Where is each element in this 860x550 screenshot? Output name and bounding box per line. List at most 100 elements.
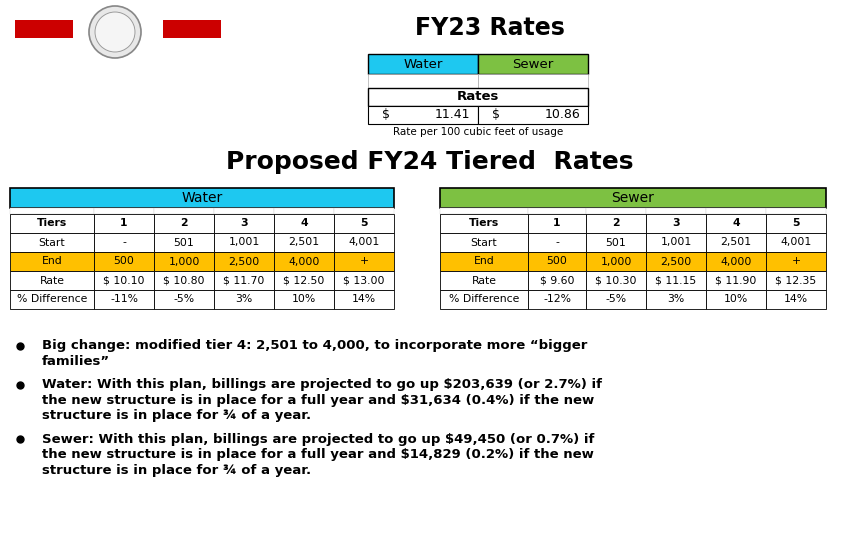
Text: Rate: Rate [40,276,64,285]
Text: 4,001: 4,001 [780,238,812,248]
Bar [154,214,214,233]
Bar [274,290,334,309]
Text: 501: 501 [605,238,626,248]
Bar [154,252,214,271]
Bar [586,290,646,309]
Bar [528,271,586,290]
Text: Rate per 100 cubic feet of usage: Rate per 100 cubic feet of usage [393,127,563,137]
Text: Water: With this plan, billings are projected to go up $203,639 (or 2.7%) if: Water: With this plan, billings are proj… [42,378,602,391]
Bar [334,252,394,271]
Text: Big change: modified tier 4: 2,501 to 4,000, to incorporate more “bigger: Big change: modified tier 4: 2,501 to 4,… [42,339,587,352]
Text: % Difference: % Difference [449,294,519,305]
Text: Tiers: Tiers [469,218,499,228]
Bar [274,214,334,233]
Text: 2,500: 2,500 [660,256,691,267]
Bar [214,214,274,233]
Bar [440,271,528,290]
Text: Start: Start [39,238,65,248]
Text: $ 11.70: $ 11.70 [224,276,265,285]
Bar [214,271,274,290]
Text: 14%: 14% [352,294,376,305]
Text: Start: Start [470,238,497,248]
Bar [163,20,221,38]
Text: -5%: -5% [605,294,627,305]
Bar [94,271,154,290]
Bar [10,271,94,290]
Text: End: End [474,256,494,267]
Bar [440,214,528,233]
Bar [368,54,478,74]
Bar [706,233,766,252]
Text: structure is in place for ¾ of a year.: structure is in place for ¾ of a year. [42,409,311,422]
Bar [368,106,478,124]
Bar [334,214,394,233]
Text: 2: 2 [181,218,187,228]
Text: -12%: -12% [543,294,571,305]
Bar [214,290,274,309]
Text: 1,000: 1,000 [600,256,632,267]
Text: 11.41: 11.41 [434,108,470,122]
Bar [154,208,214,214]
Bar [706,214,766,233]
Bar [440,233,528,252]
Text: End: End [41,256,63,267]
Text: $ 11.90: $ 11.90 [716,276,757,285]
Bar [646,214,706,233]
Text: 500: 500 [114,256,134,267]
Text: 2: 2 [612,218,620,228]
Bar [440,208,528,214]
Bar [528,214,586,233]
Text: Rate: Rate [471,276,496,285]
Bar [440,188,826,208]
Bar [646,290,706,309]
Bar [334,208,394,214]
Bar [706,208,766,214]
Bar [274,233,334,252]
Bar [586,271,646,290]
Text: Rates: Rates [457,91,499,103]
Bar [10,188,394,208]
Text: 1: 1 [553,218,561,228]
Bar [94,208,154,214]
Text: structure is in place for ¾ of a year.: structure is in place for ¾ of a year. [42,464,311,477]
Text: -5%: -5% [174,294,194,305]
Text: 1,000: 1,000 [169,256,200,267]
Bar [274,208,334,214]
Text: 5: 5 [792,218,800,228]
Text: 1,001: 1,001 [229,238,260,248]
Bar [766,252,826,271]
Bar [646,271,706,290]
Text: $: $ [382,108,390,122]
Text: $ 11.15: $ 11.15 [655,276,697,285]
Text: 10%: 10% [292,294,316,305]
Text: $: $ [492,108,500,122]
Text: 1: 1 [120,218,128,228]
Text: Water: Water [181,191,223,205]
Text: FY23 Rates: FY23 Rates [415,16,565,40]
Text: the new structure is in place for a full year and $31,634 (0.4%) if the new: the new structure is in place for a full… [42,394,594,407]
Text: +: + [359,256,369,267]
Text: $ 9.60: $ 9.60 [540,276,574,285]
Bar [478,106,588,124]
Bar [274,271,334,290]
Text: $ 10.80: $ 10.80 [163,276,205,285]
Bar [766,214,826,233]
Text: 5: 5 [360,218,368,228]
Bar [528,208,586,214]
Text: $ 12.50: $ 12.50 [283,276,325,285]
Bar [706,252,766,271]
Bar [766,233,826,252]
Text: +: + [791,256,801,267]
Bar [10,233,94,252]
Bar [94,233,154,252]
Text: Proposed FY24 Tiered  Rates: Proposed FY24 Tiered Rates [226,150,634,174]
Text: 3: 3 [240,218,248,228]
Bar [154,290,214,309]
Text: 4: 4 [300,218,308,228]
Bar [94,290,154,309]
Bar [766,271,826,290]
Bar [440,252,528,271]
Text: $ 13.00: $ 13.00 [343,276,384,285]
Text: 4,000: 4,000 [721,256,752,267]
Text: Tiers: Tiers [37,218,67,228]
